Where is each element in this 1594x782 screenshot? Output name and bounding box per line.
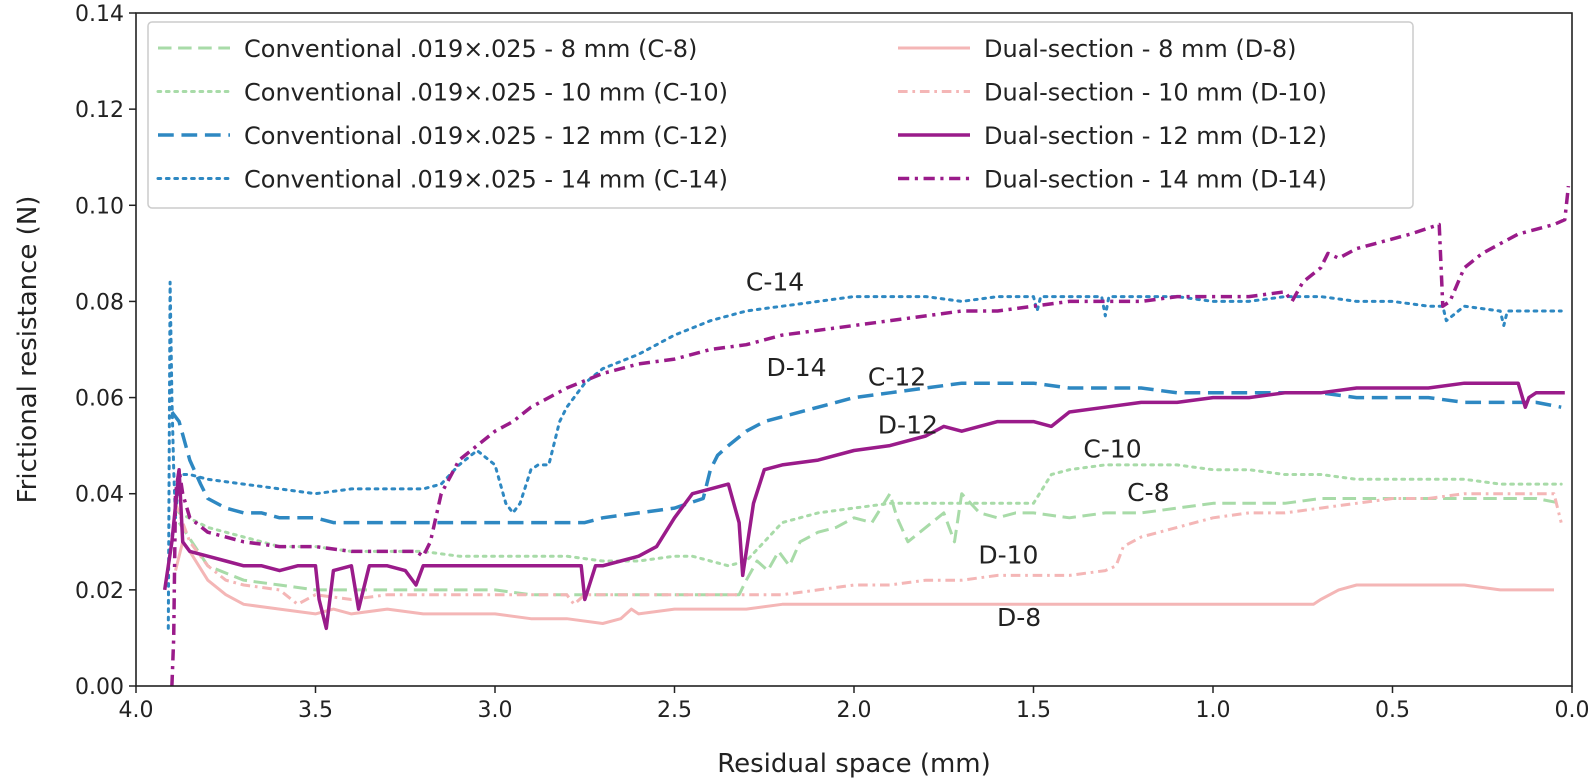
x-tick-label: 0.0 — [1555, 698, 1590, 723]
x-tick-label: 2.5 — [657, 698, 692, 723]
series-annotation-c-12: C-12 — [868, 363, 926, 392]
x-tick-label: 3.0 — [478, 698, 513, 723]
series-annotation-d-10: D-10 — [978, 540, 1038, 569]
y-tick-label: 0.14 — [75, 2, 124, 27]
legend-label-d-14: Dual-section - 14 mm (D-14) — [984, 166, 1327, 194]
legend-label-d-10: Dual-section - 10 mm (D-10) — [984, 79, 1327, 107]
annotation-layer: C-14 D-14 C-12 D-12 C-10 C-8 D-10 D-8 — [746, 267, 1170, 632]
series-line-d-10 — [174, 492, 1563, 606]
series-line-c-8 — [177, 492, 1562, 597]
legend: Conventional .019×.025 - 8 mm (C-8) Conve… — [147, 21, 1414, 209]
x-tick-label: 3.5 — [298, 698, 333, 723]
legend-label-c-14: Conventional .019×.025 - 14 mm (C-14) — [244, 166, 728, 194]
axes-layer: 4.0 3.5 3.0 2.5 2.0 1.5 1.0 0.5 0.0 0.00 0.02 0.04 0… — [75, 2, 1589, 723]
x-tick-label: 2.0 — [837, 698, 872, 723]
series-line-c-14 — [166, 280, 1563, 630]
series-line-c-10 — [177, 463, 1563, 568]
y-tick-label: 0.12 — [75, 98, 124, 123]
legend-label-c-8: Conventional .019×.025 - 8 mm (C-8) — [244, 35, 697, 63]
y-tick-label: 0.00 — [75, 675, 124, 700]
series-annotation-c-10: C-10 — [1083, 435, 1141, 464]
series-annotation-d-12: D-12 — [878, 411, 938, 440]
y-tick-label: 0.02 — [75, 579, 124, 604]
y-axis-title: Frictional resistance (N) — [13, 196, 43, 504]
series-line-d-12 — [162, 381, 1565, 631]
legend-label-c-12: Conventional .019×.025 - 12 mm (C-12) — [244, 122, 728, 150]
y-tick-label: 0.06 — [75, 387, 124, 412]
x-axis-title: Residual space (mm) — [717, 749, 991, 779]
legend-label-d-8: Dual-section - 8 mm (D-8) — [984, 35, 1297, 63]
plot-frame — [135, 12, 1573, 687]
x-tick-label: 0.5 — [1375, 698, 1410, 723]
x-tick-label: 1.5 — [1016, 698, 1051, 723]
series-line-d-8 — [174, 540, 1554, 625]
y-tick-label: 0.10 — [75, 194, 124, 219]
y-tick-label: 0.08 — [75, 290, 124, 315]
x-tick-label: 1.0 — [1196, 698, 1231, 723]
legend-box — [147, 21, 1414, 209]
series-line-d-14 — [170, 185, 1571, 687]
legend-label-c-10: Conventional .019×.025 - 10 mm (C-10) — [244, 79, 728, 107]
series-annotation-d-14: D-14 — [767, 353, 827, 382]
legend-label-d-12: Dual-section - 12 mm (D-12) — [984, 122, 1327, 150]
x-tick-label: 4.0 — [119, 698, 154, 723]
y-tick-label: 0.04 — [75, 483, 124, 508]
series-annotation-d-8: D-8 — [997, 603, 1041, 632]
series-line-c-12 — [170, 381, 1562, 525]
series-layer — [162, 185, 1571, 687]
series-annotation-c-14: C-14 — [746, 267, 804, 296]
series-annotation-c-8: C-8 — [1127, 478, 1169, 507]
